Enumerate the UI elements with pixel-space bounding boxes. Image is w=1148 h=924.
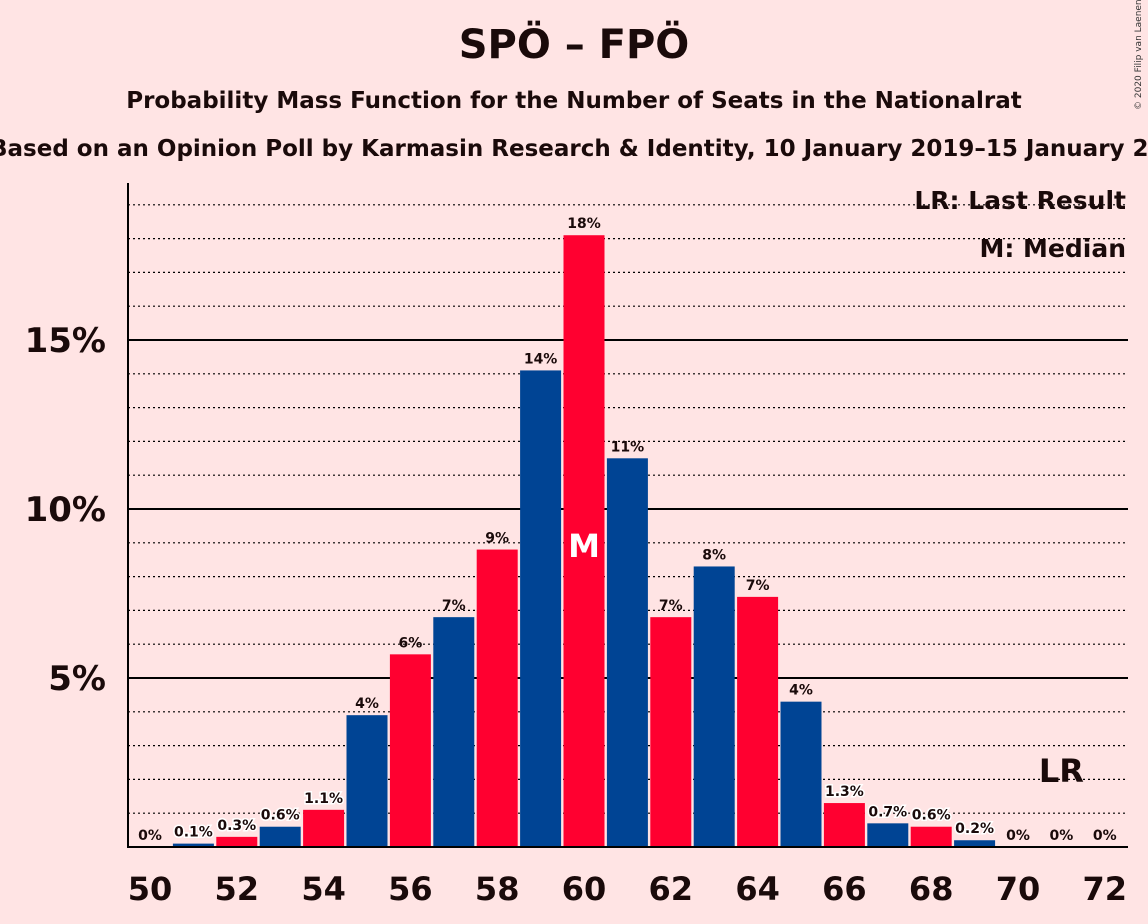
bar-55 <box>346 715 388 847</box>
x-tick-label: 60 <box>562 870 607 908</box>
bar-value-label: 0.1% <box>174 825 213 841</box>
y-tick-label: 5% <box>48 659 106 699</box>
bar-value-label: 1.3% <box>825 784 864 800</box>
x-tick-label: 54 <box>301 870 346 908</box>
bar-value-label: 0.2% <box>955 821 994 837</box>
legend: LR: Last Result M: Median <box>914 186 1126 263</box>
bar-value-label: 4% <box>789 683 813 699</box>
chart-source: Based on an Opinion Poll by Karmasin Res… <box>0 136 1148 162</box>
bar-53 <box>259 826 301 847</box>
bar-57 <box>433 617 475 847</box>
bar-value-label: 0% <box>1006 828 1030 844</box>
bars <box>172 235 996 848</box>
x-tick-label: 64 <box>735 870 780 908</box>
bar-65 <box>780 701 822 847</box>
x-tick-label: 52 <box>215 870 260 908</box>
legend-entry: M: Median <box>979 234 1126 263</box>
x-tick-label: 58 <box>475 870 520 908</box>
bar-value-label: 11% <box>611 439 645 455</box>
bar-value-label: 0.7% <box>868 804 907 820</box>
bar-value-label: 6% <box>399 635 423 651</box>
bar-63 <box>693 566 735 847</box>
bar-68 <box>910 826 952 847</box>
bar-value-label: 0.6% <box>912 808 951 824</box>
bar-56 <box>389 654 431 847</box>
bar-69 <box>954 840 996 847</box>
bar-64 <box>737 596 779 847</box>
median-marker: M <box>568 527 600 565</box>
legend-entry: LR: Last Result <box>914 186 1126 215</box>
bar-value-label: 0% <box>138 828 162 844</box>
bar-value-label: 0.3% <box>217 818 256 834</box>
bar-58 <box>476 549 518 847</box>
bar-59 <box>520 370 562 847</box>
x-tick-label: 72 <box>1083 870 1128 908</box>
x-tick-label: 66 <box>822 870 867 908</box>
x-tick-label: 50 <box>128 870 173 908</box>
chart-subtitle: Probability Mass Function for the Number… <box>126 88 1022 114</box>
bar-52 <box>216 836 258 847</box>
bar-67 <box>867 823 909 847</box>
x-tick-label: 68 <box>909 870 954 908</box>
bar-value-label: 8% <box>702 547 726 563</box>
bar-61 <box>606 458 648 847</box>
bar-60 <box>563 235 605 848</box>
x-tick-label: 62 <box>649 870 694 908</box>
y-tick-label: 15% <box>25 321 106 361</box>
chart-title: SPÖ – FPÖ <box>458 22 690 68</box>
bar-value-label: 18% <box>567 216 601 232</box>
bar-54 <box>303 809 345 847</box>
bar-value-label: 0.6% <box>261 808 300 824</box>
last-result-marker: LR <box>1039 752 1084 790</box>
y-tick-label: 10% <box>25 490 106 530</box>
bar-value-label: 9% <box>485 531 509 547</box>
bar-66 <box>823 803 865 847</box>
bar-value-label: 1.1% <box>304 791 343 807</box>
axes: 5% 10% 15% 50 52 54 56 58 60 62 64 66 68 70 72 <box>25 183 1128 908</box>
bar-value-label: 4% <box>355 696 379 712</box>
bar-value-label: 7% <box>746 578 770 594</box>
bar-62 <box>650 617 692 847</box>
bar-value-label: 7% <box>442 598 466 614</box>
bar-value-label: 14% <box>524 351 558 367</box>
bar-value-label: 0% <box>1093 828 1117 844</box>
bar-labels: 0% 0.1% 0.3%0.6%1.1%4%6%7%9%14%18%11%7%8%7… <box>138 216 1117 844</box>
bar-51 <box>172 843 214 847</box>
bar-value-label: 7% <box>659 598 683 614</box>
x-tick-label: 56 <box>388 870 433 908</box>
bar-value-label: 0% <box>1050 828 1074 844</box>
x-tick-label: 70 <box>996 870 1041 908</box>
